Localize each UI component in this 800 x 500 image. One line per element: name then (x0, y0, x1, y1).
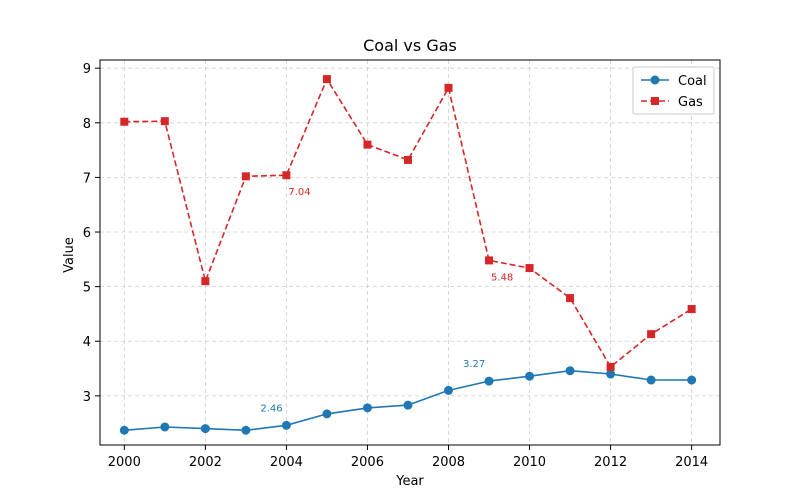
data-point-gas (363, 140, 372, 149)
data-point-coal (119, 425, 129, 435)
x-tick-label: 2000 (108, 455, 141, 470)
legend-marker-coal (650, 75, 660, 85)
y-tick-label: 5 (83, 281, 91, 296)
y-tick-label: 8 (83, 117, 91, 132)
y-tick-label: 9 (83, 62, 91, 77)
data-point-gas (160, 117, 169, 126)
legend-label-coal: Coal (678, 74, 707, 89)
data-point-coal (525, 371, 535, 381)
series-line-coal (124, 369, 692, 432)
data-point-coal (687, 375, 697, 385)
data-point-coal (606, 369, 616, 379)
data-point-coal (362, 403, 372, 413)
data-point-gas (282, 171, 291, 180)
x-axis-label: Year (395, 474, 424, 489)
y-axis-label: Value (62, 237, 77, 273)
plot-area: 2000 2002 2004 2006 2008 2010 2012 2014 3 4 5 6 7 8 9 2… (83, 59, 721, 470)
y-tick-label: 4 (83, 335, 91, 350)
series-gas (120, 75, 696, 371)
data-label-gas: 5.48 (491, 272, 513, 283)
data-point-coal (565, 366, 575, 376)
data-point-coal (200, 424, 210, 434)
data-label-coal: 2.46 (260, 403, 282, 414)
grid-lines (100, 60, 720, 445)
data-point-gas (120, 117, 129, 126)
data-point-gas (322, 75, 331, 84)
data-label-coal: 3.27 (463, 359, 485, 370)
x-tick-label: 2008 (432, 455, 465, 470)
data-point-gas (403, 155, 412, 164)
x-tick-label: 2004 (270, 455, 303, 470)
x-tick-label: 2012 (594, 455, 627, 470)
data-point-gas (566, 294, 575, 303)
data-point-coal (403, 400, 413, 410)
y-tick-label: 3 (83, 390, 91, 405)
data-point-gas (201, 277, 210, 286)
x-tick-label: 2002 (189, 455, 222, 470)
x-tick-label: 2010 (513, 455, 546, 470)
data-point-coal (241, 425, 251, 435)
series-coal (119, 366, 697, 435)
data-label-gas: 7.04 (288, 187, 310, 198)
data-point-gas (241, 172, 250, 181)
x-tick-label: 2014 (675, 455, 708, 470)
legend: Coal Gas (632, 66, 715, 115)
data-point-coal (443, 385, 453, 395)
data-point-coal (160, 422, 170, 432)
y-tick-label: 6 (83, 226, 91, 241)
x-tick-label: 2006 (351, 455, 384, 470)
legend-marker-gas (651, 97, 659, 105)
data-point-coal (281, 420, 291, 430)
series-line-gas (124, 77, 693, 369)
data-point-gas (525, 264, 534, 273)
plot-frame (99, 59, 721, 446)
data-point-gas (606, 362, 615, 371)
data-point-coal (646, 375, 656, 385)
data-point-coal (322, 409, 332, 419)
chart-title: Coal vs Gas (363, 36, 457, 55)
y-tick-label: 7 (83, 171, 91, 186)
data-point-gas (444, 83, 453, 92)
legend-label-gas: Gas (678, 95, 703, 110)
data-point-gas (485, 256, 494, 265)
data-point-gas (687, 305, 696, 314)
data-point-coal (484, 376, 494, 386)
data-point-gas (647, 330, 656, 339)
